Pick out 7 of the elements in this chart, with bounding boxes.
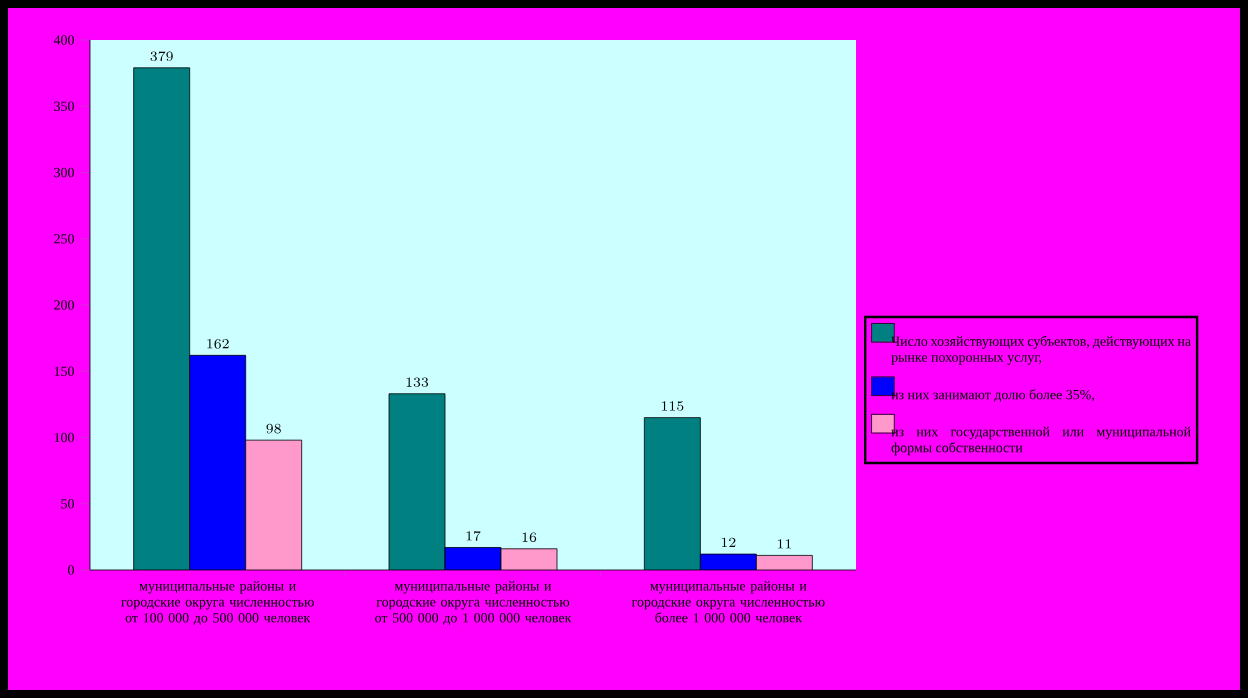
bar xyxy=(501,548,558,570)
bar xyxy=(133,67,190,570)
bar xyxy=(445,547,502,570)
bar xyxy=(643,417,701,570)
bar xyxy=(245,440,302,570)
bar xyxy=(389,393,446,570)
bar xyxy=(189,355,246,570)
